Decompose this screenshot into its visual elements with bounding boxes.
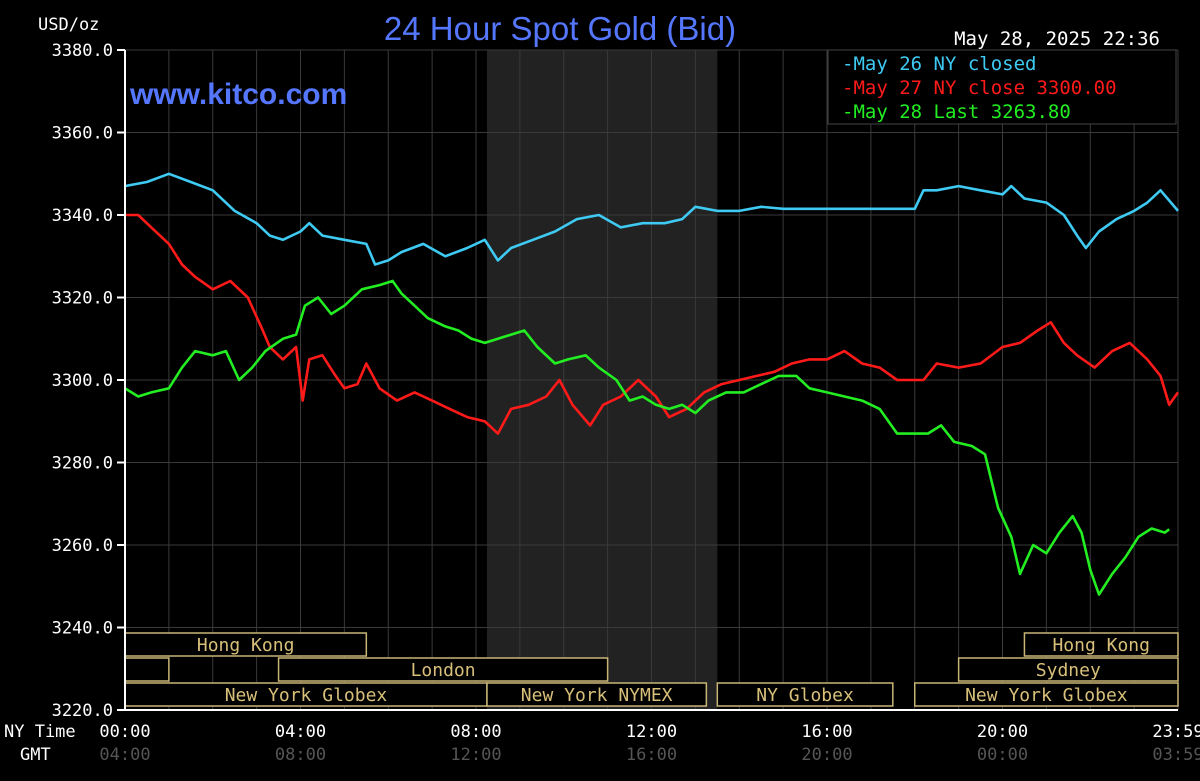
x-tick-label-ny: 16:00 bbox=[801, 722, 852, 742]
legend: -May 26 NY closed-May 27 NY close 3300.0… bbox=[827, 49, 1177, 125]
session-label: Hong Kong bbox=[197, 635, 295, 656]
series-line bbox=[124, 279, 1170, 596]
y-tick-label: 3300.0 bbox=[52, 371, 113, 391]
series-line bbox=[125, 213, 1180, 435]
legend-entry: -May 28 Last 3263.80 bbox=[842, 101, 1071, 123]
session-label: New York NYMEX bbox=[521, 685, 673, 706]
chart-title: 24 Hour Spot Gold (Bid) bbox=[384, 10, 736, 47]
x-tick-label-gmt: 08:00 bbox=[275, 745, 326, 765]
session-label: New York Globex bbox=[965, 685, 1128, 706]
y-tick-label: 3320.0 bbox=[52, 289, 113, 309]
x-tick-label-ny: 12:00 bbox=[626, 722, 677, 742]
session-box bbox=[486, 682, 708, 707]
session-box bbox=[914, 682, 1179, 707]
y-tick-label: 3360.0 bbox=[52, 124, 113, 144]
series-lines bbox=[124, 172, 1180, 596]
y-tick-label: 3280.0 bbox=[52, 454, 113, 474]
legend-entry: -May 26 NY closed bbox=[842, 53, 1036, 75]
x-tick-label-gmt: 12:00 bbox=[450, 745, 501, 765]
axes: 3380.0 3360.0 3340.0 3320.0 3300.0 3280.0 3260… bbox=[52, 41, 1200, 765]
y-tick-label: 3240.0 bbox=[52, 619, 113, 639]
x-tick-label-ny: 04:00 bbox=[275, 722, 326, 742]
y-tick-label: 3260.0 bbox=[52, 536, 113, 556]
x-tick-label-gmt: 20:00 bbox=[801, 745, 852, 765]
session-label: Hong Kong bbox=[1052, 635, 1150, 656]
x-axis-gmt-label: GMT bbox=[20, 745, 51, 765]
session-label: NY Globex bbox=[756, 685, 854, 706]
timestamp: May 28, 2025 22:36 bbox=[954, 28, 1160, 50]
x-tick-label-gmt: 04:00 bbox=[99, 745, 150, 765]
session-box bbox=[716, 682, 894, 707]
y-tick-label: 3220.0 bbox=[52, 701, 113, 721]
x-tick-label-ny: 08:00 bbox=[450, 722, 501, 742]
x-tick-label-gmt: 16:00 bbox=[626, 745, 677, 765]
x-axis-ny-time-label: NY Time bbox=[4, 722, 76, 742]
session-label: Sydney bbox=[1036, 660, 1101, 681]
x-tick-label-ny: 00:00 bbox=[99, 722, 150, 742]
market-sessions: Hong Kong Hong Kong London Sydney New York G… bbox=[124, 632, 1179, 707]
legend-entry: -May 27 NY close 3300.00 bbox=[842, 77, 1117, 99]
legend-box bbox=[827, 49, 1177, 125]
session-box bbox=[124, 657, 170, 682]
session-box bbox=[957, 657, 1179, 682]
kitco-watermark: www.kitco.com bbox=[129, 78, 347, 111]
y-axis-unit-label: USD/oz bbox=[38, 15, 99, 35]
x-tick-label-ny: 23:59 bbox=[1152, 722, 1200, 742]
y-tick-label: 3340.0 bbox=[52, 206, 113, 226]
y-tick-label: 3380.0 bbox=[52, 41, 113, 61]
session-label: New York Globex bbox=[225, 685, 388, 706]
x-tick-label-gmt: 00:00 bbox=[977, 745, 1028, 765]
x-tick-label-gmt: 03:59 bbox=[1152, 745, 1200, 765]
x-tick-label-ny: 20:00 bbox=[977, 722, 1028, 742]
session-label: London bbox=[411, 660, 476, 681]
session-box bbox=[1023, 632, 1179, 657]
series-line bbox=[124, 172, 1179, 266]
session-box bbox=[277, 657, 609, 682]
